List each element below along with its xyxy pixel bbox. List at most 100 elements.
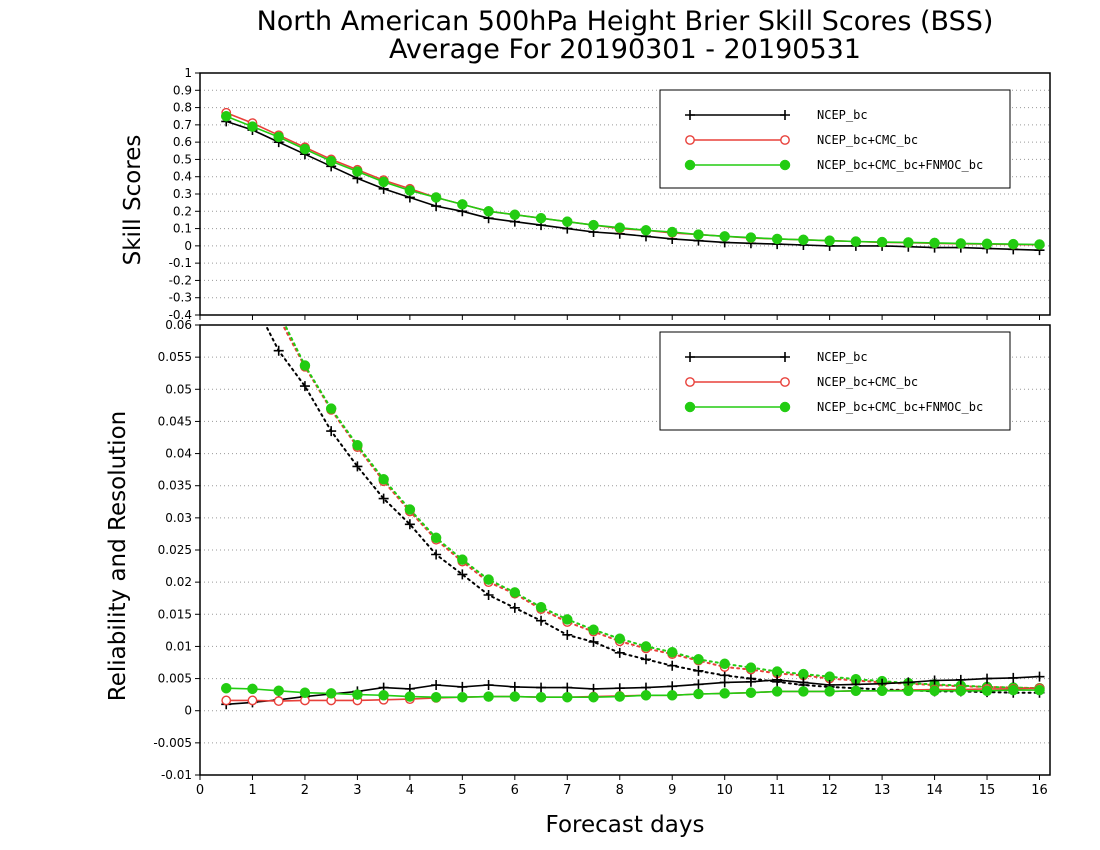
bottom-y-tick-label: -0.01 — [161, 768, 192, 782]
bottom-point-reliability-NCEP_bc+CMC_bc+FNMOC_bc — [824, 686, 835, 697]
bottom-point-resolution-NCEP_bc+CMC_bc+FNMOC_bc — [693, 654, 704, 665]
bottom-legend-marker — [685, 352, 695, 362]
bottom-point-reliability-NCEP_bc — [1034, 671, 1045, 682]
bottom-point-resolution-NCEP_bc — [431, 549, 442, 560]
bottom-point-reliability-NCEP_bc — [982, 673, 993, 684]
top-legend-label: NCEP_bc — [817, 108, 868, 122]
bottom-point-reliability-NCEP_bc — [431, 680, 442, 690]
bottom-point-resolution-NCEP_bc — [273, 345, 284, 356]
top-point-NCEP_bc+CMC_bc+FNMOC_bc — [666, 226, 678, 238]
bottom-series-line-resolution-NCEP_bc+CMC_bc — [281, 325, 1041, 690]
bottom-point-resolution-NCEP_bc+CMC_bc — [248, 257, 256, 265]
top-point-NCEP_bc — [431, 201, 442, 212]
bottom-point-reliability-NCEP_bc — [929, 675, 940, 686]
x-tick-label: 2 — [301, 783, 309, 798]
top-legend-label: NCEP_bc+CMC_bc — [817, 133, 918, 147]
top-point-NCEP_bc+CMC_bc+FNMOC_bc — [352, 166, 363, 177]
bottom-y-tick-label: 0.025 — [158, 543, 192, 557]
bottom-point-resolution-NCEP_bc+CMC_bc+FNMOC_bc — [562, 614, 573, 625]
bottom-point-reliability-NCEP_bc+CMC_bc+FNMOC_bc — [614, 691, 626, 702]
top-y-tick-label: 0.4 — [173, 170, 192, 184]
bottom-point-reliability-NCEP_bc — [667, 681, 678, 692]
bottom-point-reliability-NCEP_bc — [562, 682, 573, 693]
x-axis-label: Forecast days — [546, 812, 705, 838]
bottom-point-resolution-NCEP_bc+CMC_bc+FNMOC_bc — [299, 360, 311, 371]
bottom-point-resolution-NCEP_bc+CMC_bc+FNMOC_bc — [325, 403, 337, 414]
bottom-point-reliability-NCEP_bc — [719, 677, 730, 688]
bottom-point-resolution-NCEP_bc — [326, 426, 337, 437]
bottom-point-resolution-NCEP_bc+CMC_bc+FNMOC_bc — [483, 574, 494, 585]
top-point-NCEP_bc+CMC_bc+FNMOC_bc — [903, 237, 914, 248]
top-point-NCEP_bc+CMC_bc+FNMOC_bc — [745, 232, 757, 243]
top-y-tick-label: 0.6 — [173, 135, 192, 149]
top-plot-frame — [199, 72, 1051, 316]
bottom-point-resolution-NCEP_bc+CMC_bc+FNMOC_bc — [457, 554, 468, 565]
top-point-NCEP_bc+CMC_bc+FNMOC_bc — [404, 185, 416, 196]
bottom-point-resolution-NCEP_bc+CMC_bc+FNMOC_bc — [352, 439, 363, 451]
top-point-NCEP_bc+CMC_bc+FNMOC_bc — [614, 222, 626, 233]
bottom-point-resolution-NCEP_bc+CMC_bc+FNMOC_bc — [404, 504, 416, 515]
bottom-legend: NCEP_bc NCEP_bc+CMC_bc NCEP_bc+CMC_bc+FNMO… — [659, 331, 1011, 431]
bottom-legend-box — [659, 331, 1011, 431]
bottom-point-reliability-NCEP_bc+CMC_bc+FNMOC_bc — [666, 690, 678, 701]
bottom-y-tick-label: 0.06 — [165, 318, 192, 332]
bottom-point-reliability-NCEP_bc+CMC_bc+FNMOC_bc — [535, 691, 547, 703]
top-point-NCEP_bc+CMC_bc+FNMOC_bc — [509, 209, 521, 220]
bottom-point-resolution-NCEP_bc — [378, 493, 389, 504]
bottom-point-resolution-NCEP_bc — [588, 636, 599, 647]
bottom-point-reliability-NCEP_bc — [693, 679, 704, 690]
bottom-point-reliability-NCEP_bc+CMC_bc+FNMOC_bc — [247, 683, 258, 695]
bottom-point-resolution-NCEP_bc+CMC_bc+FNMOC_bc — [719, 658, 730, 670]
bottom-point-reliability-NCEP_bc+CMC_bc — [247, 695, 258, 706]
bottom-point-reliability-NCEP_bc — [745, 676, 756, 687]
bottom-point-resolution-NCEP_bc — [536, 615, 547, 626]
bottom-y-axis-label: Reliability and Resolution — [105, 411, 131, 701]
top-point-NCEP_bc+CMC_bc+FNMOC_bc — [929, 237, 940, 249]
x-tick-label: 4 — [406, 783, 414, 798]
top-legend-marker — [685, 110, 695, 120]
top-legend-marker — [780, 135, 790, 145]
bottom-legend-label: NCEP_bc — [817, 350, 868, 364]
top-legend-marker — [685, 135, 695, 145]
bottom-point-reliability-NCEP_bc+CMC_bc — [221, 695, 232, 706]
bottom-point-reliability-NCEP_bc+CMC_bc+FNMOC_bc — [378, 690, 389, 701]
bottom-y-tick-label: 0.005 — [158, 672, 192, 686]
bottom-y-tick-label: 0.03 — [165, 511, 192, 525]
top-y-tick-label: 0.2 — [173, 204, 192, 218]
bottom-y-tick-label: 0.02 — [165, 575, 192, 589]
x-tick-label: 8 — [616, 783, 624, 798]
bottom-legend-label: NCEP_bc+CMC_bc — [817, 375, 918, 389]
bottom-point-reliability-NCEP_bc+CMC_bc+FNMOC_bc — [929, 685, 940, 697]
bottom-point-reliability-NCEP_bc+CMC_bc+FNMOC_bc — [457, 691, 468, 703]
x-tick-label: 1 — [248, 783, 256, 798]
top-point-NCEP_bc+CMC_bc+FNMOC_bc — [798, 234, 809, 246]
skill-scores-panel: -0.4 -0.3 -0.2 -0.1 0 0.1 0.2 0.3 0.4 0.5 0.6 0.7 0.… — [120, 66, 1051, 322]
bottom-point-resolution-NCEP_bc+CMC_bc+FNMOC_bc — [640, 641, 652, 652]
bottom-y-tick-label: 0 — [184, 704, 192, 718]
bottom-point-resolution-NCEP_bc — [404, 519, 415, 530]
top-point-NCEP_bc+CMC_bc+FNMOC_bc — [220, 110, 232, 122]
bottom-point-reliability-NCEP_bc+CMC_bc+FNMOC_bc — [693, 688, 704, 700]
bottom-point-resolution-NCEP_bc+CMC_bc+FNMOC_bc — [588, 624, 599, 635]
bottom-point-reliability-NCEP_bc+CMC_bc+FNMOC_bc — [745, 687, 757, 698]
bottom-point-reliability-NCEP_bc+CMC_bc+FNMOC_bc — [955, 685, 967, 697]
top-point-NCEP_bc+CMC_bc+FNMOC_bc — [247, 121, 258, 132]
bottom-legend-marker — [780, 377, 790, 387]
bottom-point-resolution-NCEP_bc+CMC_bc+FNMOC_bc — [221, 198, 231, 208]
top-legend-marker — [780, 110, 790, 120]
bottom-point-resolution-NCEP_bc — [483, 590, 494, 600]
bottom-point-resolution-NCEP_bc+CMC_bc+FNMOC_bc — [535, 601, 547, 613]
bottom-point-reliability-NCEP_bc+CMC_bc+FNMOC_bc — [588, 691, 599, 703]
bottom-point-reliability-NCEP_bc — [536, 682, 547, 693]
top-y-tick-label: 0.1 — [173, 222, 192, 236]
top-point-NCEP_bc+CMC_bc+FNMOC_bc — [640, 225, 652, 236]
top-legend: NCEP_bc NCEP_bc+CMC_bc NCEP_bc+CMC_bc+FNMO… — [659, 89, 1011, 189]
bottom-plot-frame — [199, 324, 1051, 776]
top-point-NCEP_bc+CMC_bc+FNMOC_bc — [876, 236, 888, 248]
x-tick-label: 6 — [511, 783, 519, 798]
bottom-point-resolution-NCEP_bc — [640, 654, 651, 665]
bottom-point-reliability-NCEP_bc+CMC_bc+FNMOC_bc — [1008, 684, 1019, 696]
bottom-point-reliability-NCEP_bc+CMC_bc+FNMOC_bc — [430, 691, 442, 703]
reliability-resolution-panel: -0.01 -0.005 0 0.005 0.01 0.015 0.02 0.025 0.03 0… — [105, 198, 1051, 798]
bottom-point-reliability-NCEP_bc — [1008, 672, 1019, 683]
